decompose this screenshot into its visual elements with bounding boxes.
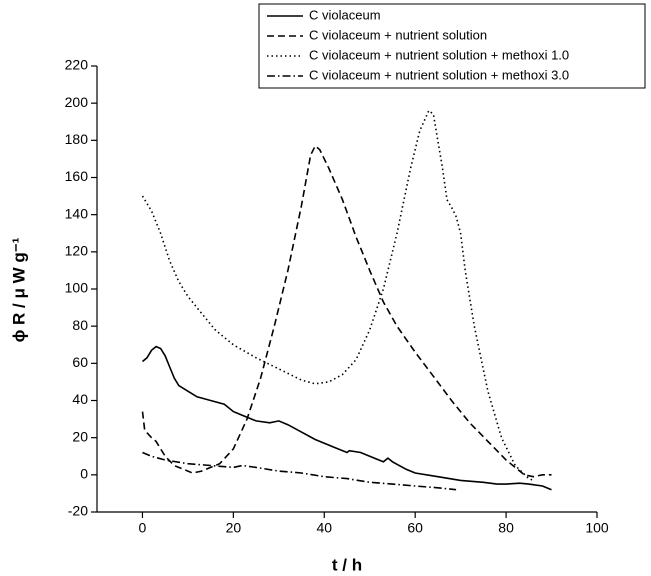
series-line: [141, 109, 534, 482]
legend-label: C violaceum + nutrient solution + methox…: [309, 47, 569, 62]
y-axis-label: ϕ R / μ W g⁻¹: [9, 237, 28, 342]
x-tick-label: 20: [226, 520, 242, 536]
legend-label: C violaceum + nutrient solution: [309, 27, 487, 42]
x-tick-label: 40: [316, 520, 332, 536]
y-tick-label: -20: [68, 503, 88, 519]
y-tick-label: 60: [72, 354, 88, 370]
y-tick-label: 20: [72, 428, 88, 444]
x-tick-label: 60: [407, 520, 423, 536]
y-tick-label: 40: [72, 391, 88, 407]
legend-label: C violaceum: [309, 7, 381, 22]
y-tick-label: 180: [65, 131, 89, 147]
y-tick-label: 0: [80, 466, 88, 482]
y-tick-label: 80: [72, 317, 88, 333]
x-tick-label: 80: [498, 520, 514, 536]
series-line: [141, 345, 552, 491]
y-tick-label: 160: [65, 168, 89, 184]
y-tick-label: 200: [65, 94, 89, 110]
x-axis-label: t / h: [332, 555, 362, 574]
legend-box: [258, 3, 646, 89]
x-tick-label: 100: [585, 520, 609, 536]
y-tick-label: 120: [65, 243, 89, 259]
legend-label: C violaceum + nutrient solution + methox…: [309, 67, 569, 82]
y-tick-label: 220: [65, 57, 89, 73]
y-tick-label: 100: [65, 280, 89, 296]
x-tick-label: 0: [139, 520, 147, 536]
series-line: [141, 144, 552, 478]
y-tick-label: 140: [65, 205, 89, 221]
